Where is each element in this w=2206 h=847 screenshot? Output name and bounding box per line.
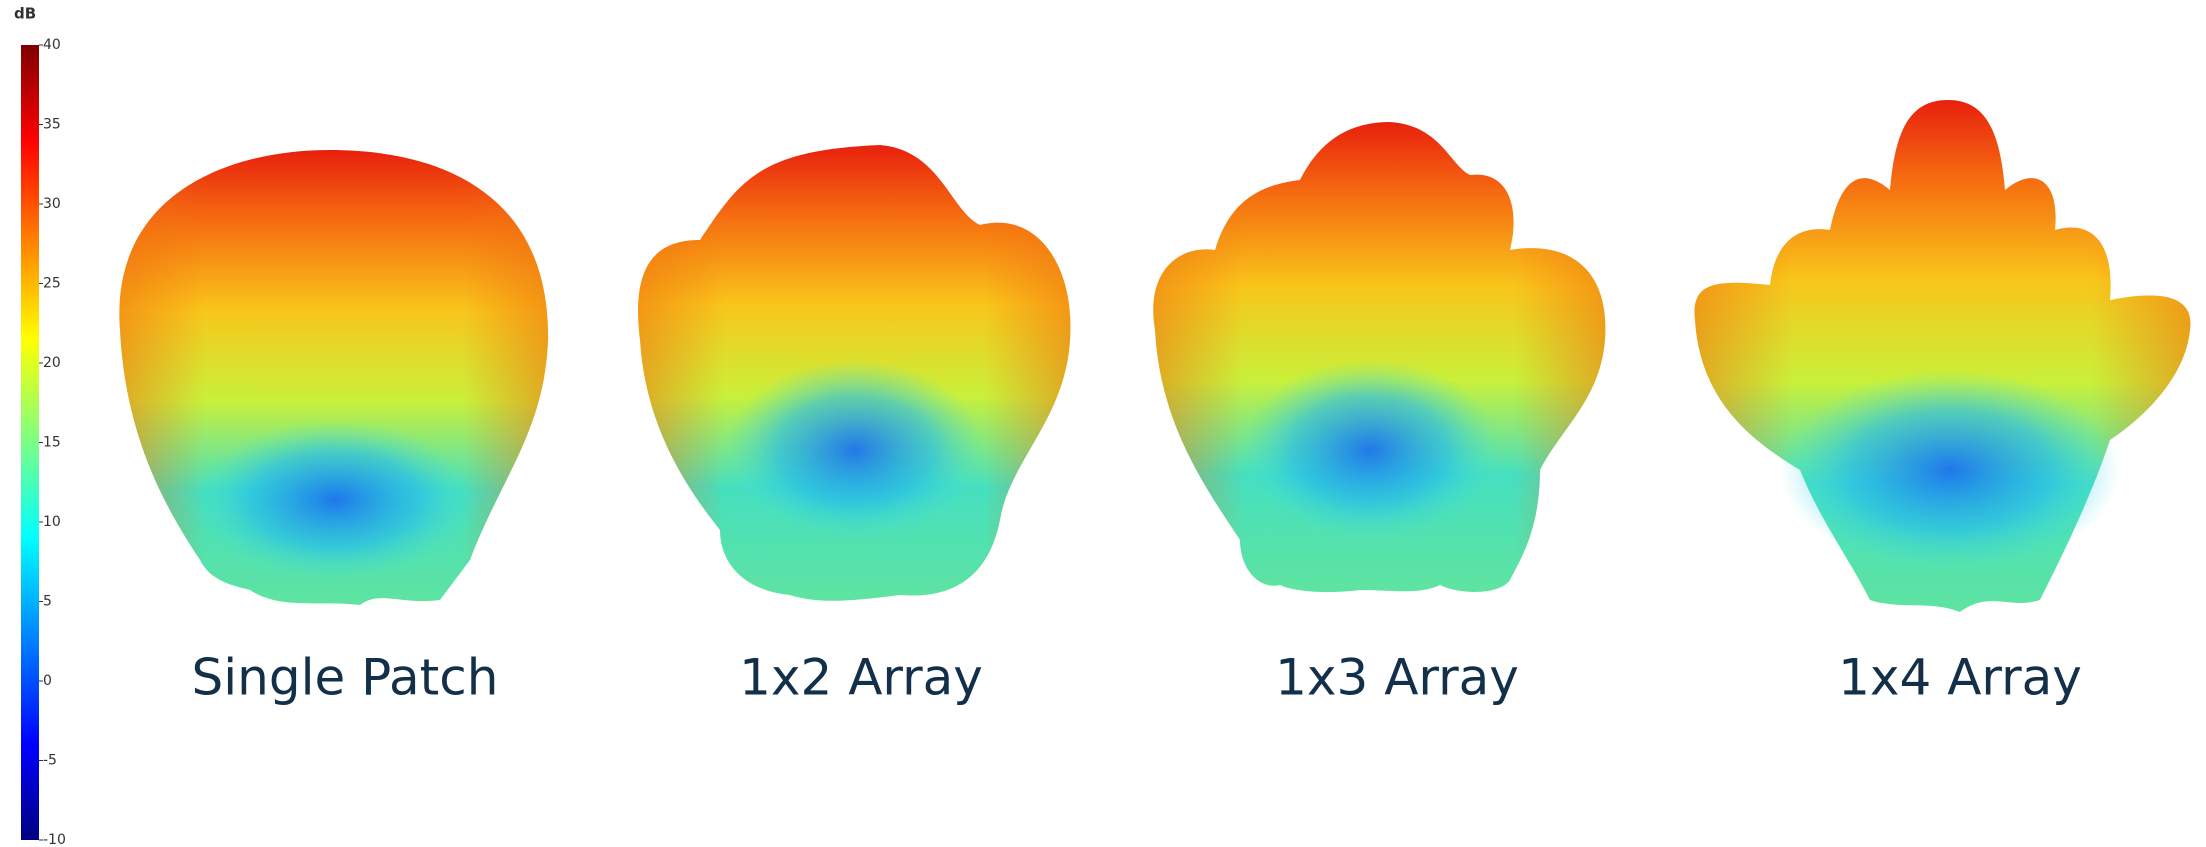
- pattern-1x2-array: [638, 145, 1070, 601]
- panel-label: 1x2 Array: [739, 649, 983, 707]
- colorbar-tick-label: 20: [43, 355, 61, 371]
- pattern-single-patch: [119, 150, 548, 605]
- colorbar-tick-label: 15: [43, 435, 61, 451]
- colorbar-tick-label: 10: [43, 514, 61, 530]
- colorbar: [21, 45, 39, 840]
- colorbar-tick-label: -5: [43, 753, 57, 769]
- pattern-1x3-array: [1153, 122, 1605, 592]
- colorbar-tick-label: 30: [43, 196, 61, 212]
- colorbar-tick-label: 40: [43, 37, 61, 53]
- panel-label: 1x3 Array: [1275, 649, 1519, 707]
- figure: dB Single Patch 1x2 Array 1x3 Array 1x4 …: [0, 0, 2206, 847]
- pattern-1x4-array: [1694, 100, 2190, 612]
- colorbar-tick-label: 5: [43, 594, 52, 610]
- colorbar-tick-label: 0: [43, 673, 52, 689]
- colorbar-label: dB: [14, 5, 36, 23]
- panel-label: 1x4 Array: [1838, 649, 2082, 707]
- colorbar-tick-label: 35: [43, 117, 61, 133]
- colorbar-tick-label: -10: [43, 832, 66, 847]
- panel-label: Single Patch: [192, 649, 499, 707]
- colorbar-tick-label: 25: [43, 276, 61, 292]
